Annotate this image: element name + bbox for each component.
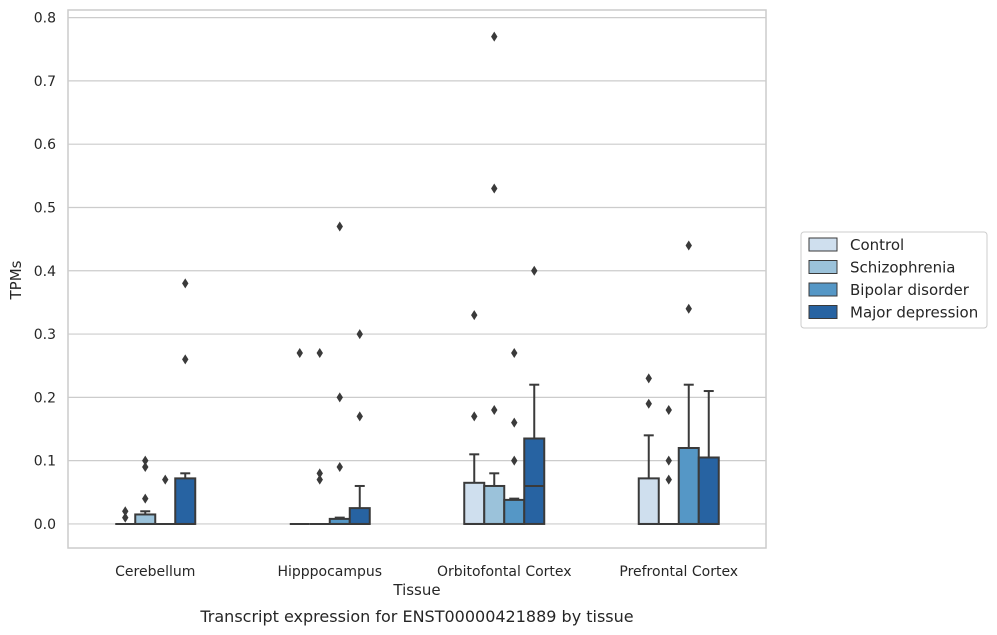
- outlier-point: [317, 468, 323, 478]
- outlier-point: [357, 329, 363, 339]
- x-tick-label: Orbitofontal Cortex: [437, 564, 572, 580]
- chart: 0.0 0.1 0.2 0.3 0.4 0.5 0.6 0.7 0.8 Cerebellum Hi…: [0, 0, 997, 635]
- outlier-point: [142, 456, 148, 466]
- outlier-point: [511, 348, 517, 358]
- y-tick-label: 0.1: [34, 454, 56, 470]
- box-body: [175, 478, 195, 524]
- x-tick-label: Prefrontal Cortex: [619, 564, 738, 580]
- box-1-3: [659, 405, 679, 524]
- box-0-1: [290, 348, 310, 524]
- outlier-point: [491, 405, 497, 415]
- box-0-2: [464, 310, 484, 524]
- legend-label: Control: [850, 236, 904, 254]
- outlier-point: [122, 506, 128, 516]
- x-tick-label: Cerebellum: [115, 564, 195, 580]
- outlier-point: [511, 456, 517, 466]
- outlier-point: [686, 240, 692, 250]
- outlier-point: [337, 392, 343, 402]
- box-body: [135, 514, 155, 523]
- box-3-3: [699, 391, 719, 524]
- y-ticks: 0.0 0.1 0.2 0.3 0.4 0.5 0.6 0.7 0.8: [34, 11, 56, 533]
- y-tick-label: 0.3: [34, 327, 56, 343]
- outlier-point: [182, 354, 188, 364]
- legend: Control Schizophrenia Bipolar disorder Majo…: [801, 232, 987, 328]
- box-body: [524, 439, 544, 524]
- y-tick-label: 0.0: [34, 517, 56, 533]
- outlier-point: [317, 348, 323, 358]
- legend-label: Schizophrenia: [850, 259, 955, 277]
- y-tick-label: 0.2: [34, 390, 56, 406]
- outlier-point: [471, 411, 477, 421]
- box-2-3: [679, 240, 699, 523]
- box-0-0: [115, 506, 135, 524]
- outlier-point: [666, 475, 672, 485]
- outlier-point: [646, 399, 652, 409]
- outlier-point: [686, 304, 692, 314]
- legend-label: Major depression: [850, 304, 978, 322]
- outlier-point: [471, 310, 477, 320]
- y-tick-label: 0.8: [34, 11, 56, 27]
- x-tick-label: Hipppocampus: [277, 564, 382, 580]
- outlier-point: [182, 278, 188, 288]
- y-tick-label: 0.7: [34, 74, 56, 90]
- outlier-point: [531, 266, 537, 276]
- box-body: [484, 486, 504, 524]
- y-tick-label: 0.4: [34, 264, 56, 280]
- y-tick-label: 0.6: [34, 137, 56, 153]
- box-body: [639, 478, 659, 524]
- legend-swatch: [809, 306, 837, 319]
- legend-swatch: [809, 283, 837, 296]
- box-2-1: [330, 221, 350, 523]
- box-body: [464, 483, 484, 524]
- box-3-2: [524, 266, 544, 524]
- plot-frame: [68, 10, 766, 548]
- box-1-2: [484, 32, 504, 524]
- outlier-point: [511, 418, 517, 428]
- box-2-2: [504, 348, 524, 524]
- legend-label: Bipolar disorder: [850, 281, 970, 299]
- box-1-0: [135, 456, 155, 524]
- outlier-point: [297, 348, 303, 358]
- outlier-point: [162, 475, 168, 485]
- box-body: [504, 500, 524, 524]
- y-tick-label: 0.5: [34, 200, 56, 216]
- legend-swatch: [809, 261, 837, 274]
- gridlines: [68, 18, 766, 524]
- outlier-point: [357, 411, 363, 421]
- box-body: [350, 508, 370, 524]
- outlier-point: [142, 494, 148, 504]
- box-3-0: [175, 278, 195, 524]
- outlier-point: [337, 462, 343, 472]
- outlier-point: [337, 221, 343, 231]
- outlier-point: [491, 32, 497, 42]
- box-3-1: [350, 329, 370, 524]
- box-1-1: [310, 348, 330, 524]
- outlier-point: [646, 373, 652, 383]
- box-2-0: [155, 475, 175, 524]
- y-axis-title: TPMs: [7, 260, 25, 300]
- outlier-point: [666, 405, 672, 415]
- x-axis-title: Tissue: [392, 581, 440, 599]
- outlier-point: [491, 183, 497, 193]
- x-ticks: Cerebellum Hipppocampus Orbitofontal Corte…: [115, 564, 738, 580]
- legend-swatch: [809, 238, 837, 251]
- outlier-point: [666, 456, 672, 466]
- box-body: [679, 448, 699, 524]
- box-0-3: [639, 373, 659, 524]
- chart-caption: Transcript expression for ENST0000042188…: [199, 607, 633, 626]
- box-body: [699, 457, 719, 523]
- boxes: [115, 32, 719, 524]
